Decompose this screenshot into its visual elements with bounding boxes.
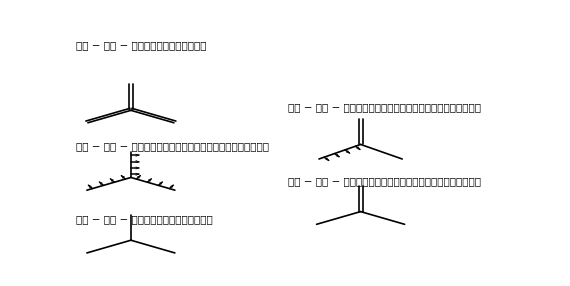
Text: 海溝 − 海溝 − 海溝型三重会合点（特殊な場合を除いて不安定）: 海溝 − 海溝 − 海溝型三重会合点（特殊な場合を除いて不安定）: [76, 141, 268, 151]
Text: 海嶺 − 海溝 − 断層型三重会合点（特殊な場合を除いて不安定）: 海嶺 − 海溝 − 断層型三重会合点（特殊な場合を除いて不安定）: [288, 103, 481, 113]
Text: 海嶺 − 海嶺 − 海嶺型三重会合点（安定）: 海嶺 − 海嶺 − 海嶺型三重会合点（安定）: [76, 40, 206, 50]
Text: 海嶺 − 断層 − 断層型三重会合点（特殊な場合を除いて不安定）: 海嶺 − 断層 − 断層型三重会合点（特殊な場合を除いて不安定）: [288, 176, 481, 186]
Text: 断層 − 断層 − 断層型三重会合点（不安定）: 断層 − 断層 − 断層型三重会合点（不安定）: [76, 214, 213, 224]
